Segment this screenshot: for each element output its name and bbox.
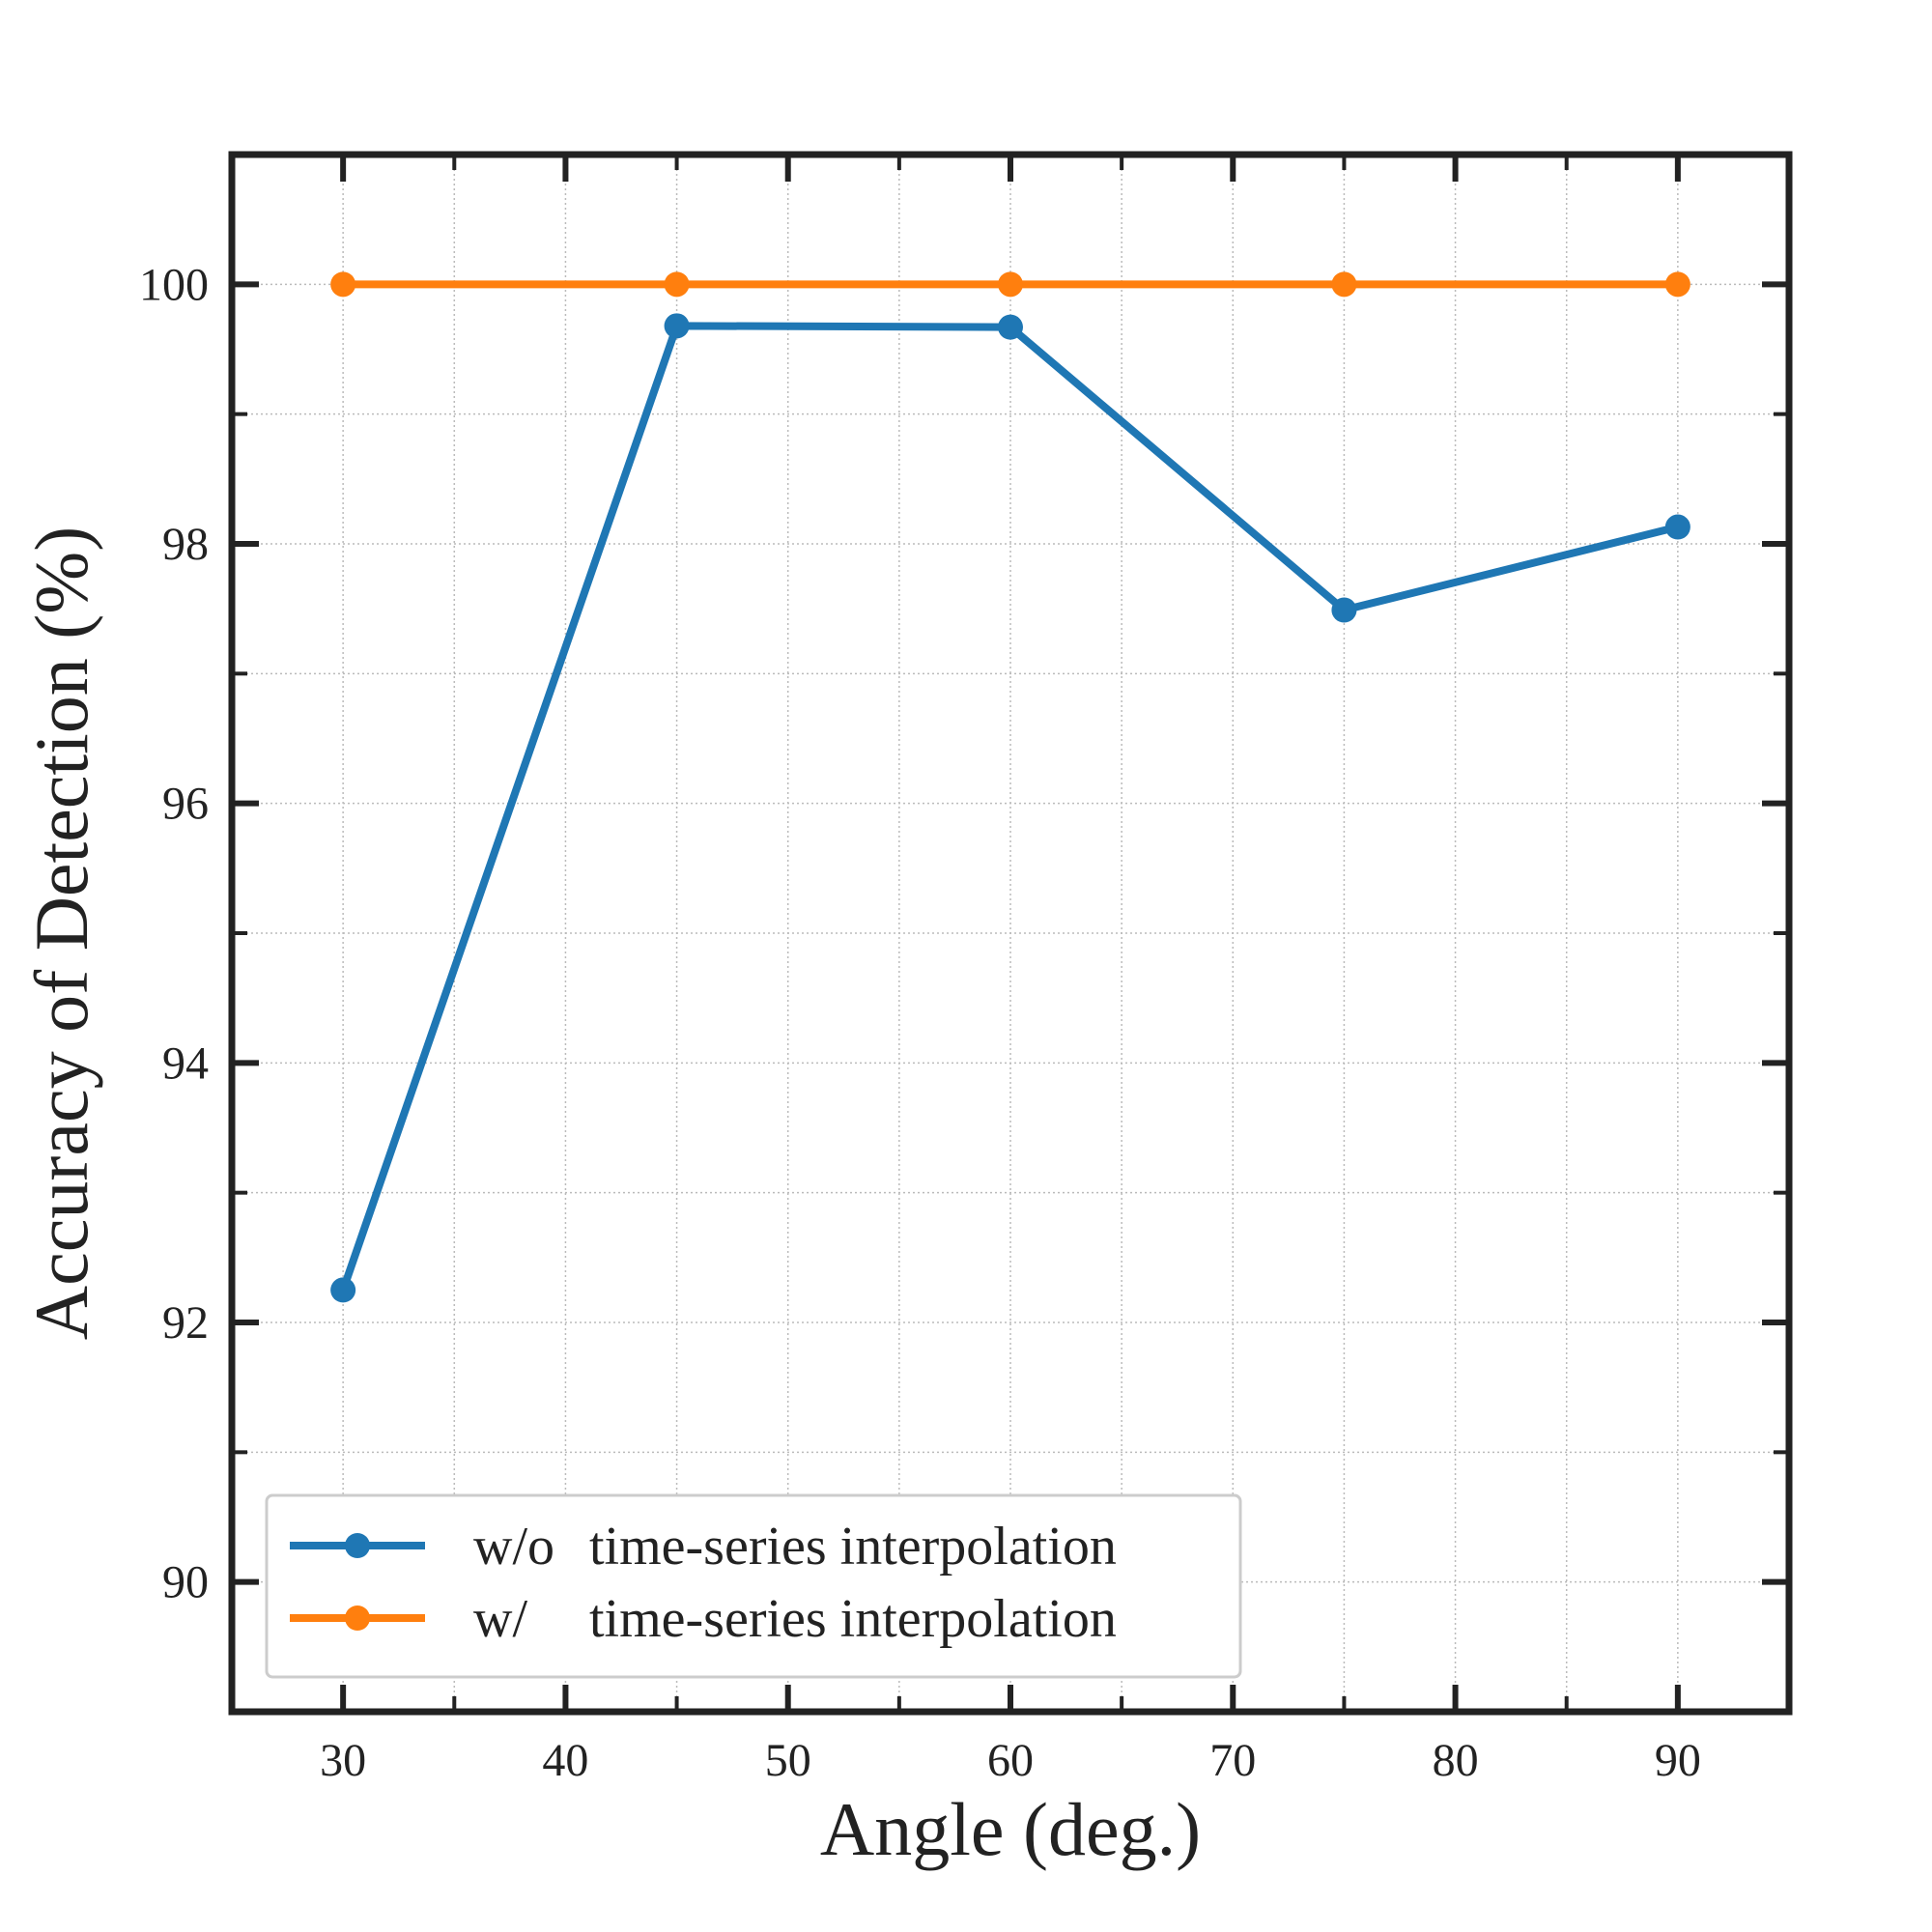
x-tick-label: 70 — [1209, 1735, 1256, 1786]
y-axis-title: Accuracy of Detection (%) — [19, 526, 103, 1340]
series-2-point — [664, 271, 690, 298]
x-axis-title: Angle (deg.) — [820, 1787, 1201, 1871]
legend-label-1-prefix: w/o — [473, 1517, 554, 1577]
y-tick-label: 96 — [162, 779, 209, 830]
x-tick-label: 60 — [987, 1735, 1034, 1786]
grid — [232, 155, 1789, 1712]
series-2-point — [998, 271, 1023, 298]
legend-marker-1 — [345, 1533, 370, 1558]
x-tick-label: 90 — [1655, 1735, 1701, 1786]
legend-label-1-text: time-series interpolation — [589, 1517, 1117, 1577]
x-tick-label: 30 — [320, 1735, 366, 1786]
series-1-point — [998, 314, 1023, 340]
series-2-point — [330, 271, 356, 298]
series-1-point — [1331, 597, 1357, 623]
y-tick-label: 90 — [162, 1557, 209, 1608]
series-1-point — [664, 313, 690, 339]
legend-label-2-text: time-series interpolation — [589, 1589, 1117, 1649]
plot-frame — [228, 151, 1793, 1716]
y-tick-label: 92 — [162, 1297, 209, 1349]
series-2-point — [1331, 271, 1357, 298]
tick-labels: 30 40 50 60 70 80 90 90 92 94 96 98 100 — [139, 259, 1701, 1786]
x-tick-label: 80 — [1433, 1735, 1479, 1786]
legend-box — [265, 1493, 1242, 1679]
x-tick-label: 40 — [542, 1735, 588, 1786]
series-2-point — [1664, 271, 1690, 298]
y-tick-label: 94 — [162, 1037, 209, 1089]
series-1-point — [330, 1277, 356, 1303]
x-tick-label: 50 — [765, 1735, 811, 1786]
y-tick-label: 98 — [162, 519, 209, 570]
legend-label-2-prefix: w/ — [473, 1589, 527, 1649]
series-layer — [330, 271, 1690, 1303]
axis-ticks — [232, 155, 1789, 1712]
legend: w/o time-series interpolation w/time-serie… — [265, 1493, 1242, 1679]
legend-marker-2 — [345, 1605, 370, 1631]
y-tick-label: 100 — [139, 259, 209, 310]
series-1-point — [1664, 514, 1690, 540]
